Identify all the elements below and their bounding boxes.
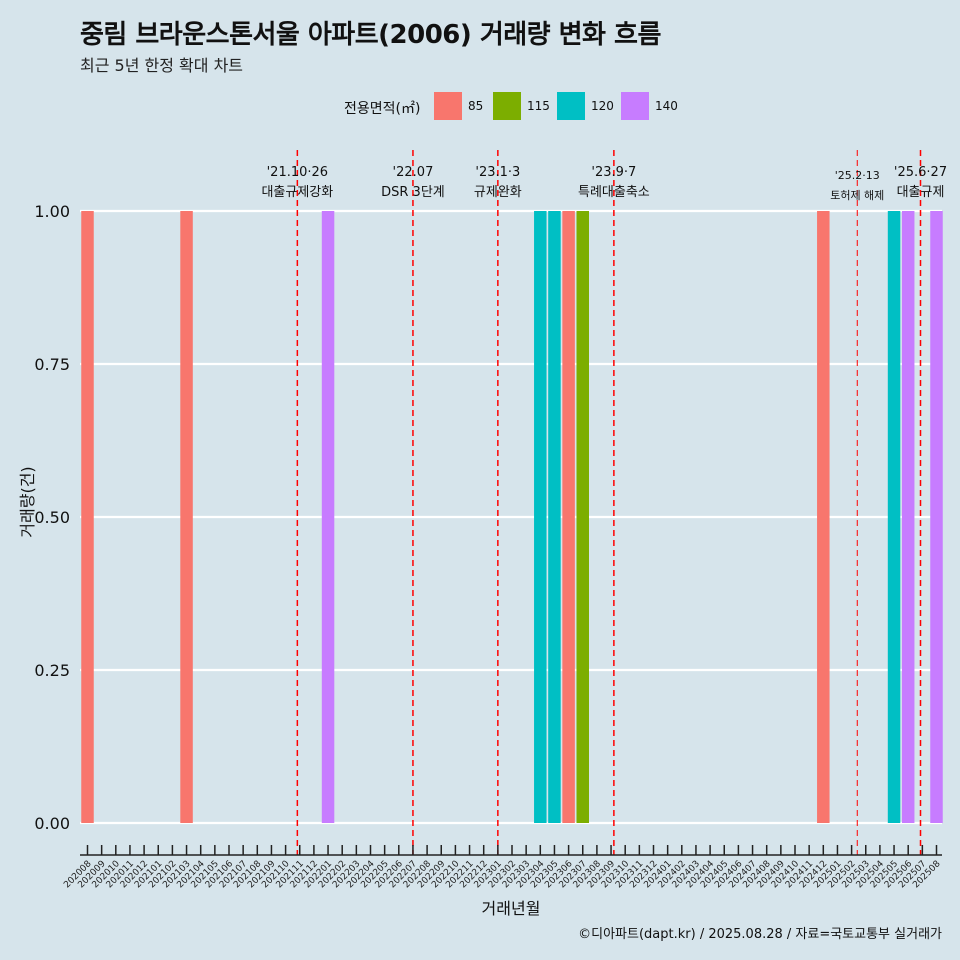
event-name-label: 특례대출축소 bbox=[578, 185, 650, 200]
legend: 전용면적(㎡) 85 115 120 140 bbox=[0, 92, 960, 122]
event-name-label: 규제완화 bbox=[474, 185, 522, 200]
event-date-label: '21.10·26 bbox=[267, 165, 328, 180]
legend-title: 전용면적(㎡) bbox=[344, 101, 421, 117]
y-tick-label: 0.50 bbox=[34, 508, 70, 527]
event-date-label: '25.2·13 bbox=[835, 169, 880, 182]
bar-115-202307 bbox=[576, 211, 589, 823]
bar-85-202306 bbox=[562, 211, 575, 823]
event-name-label: 대출규제 bbox=[897, 185, 945, 200]
event-date-label: '22.07 bbox=[393, 165, 434, 180]
legend-swatch-140 bbox=[621, 92, 649, 120]
y-tick-label: 1.00 bbox=[34, 202, 70, 221]
event-date-label: '23.1·3 bbox=[475, 165, 520, 180]
event-name-label: 대출규제강화 bbox=[261, 185, 333, 200]
chart-subtitle: 최근 5년 한정 확대 차트 bbox=[80, 56, 244, 75]
bar-140-202506 bbox=[901, 211, 915, 823]
bar-85-202412 bbox=[817, 211, 830, 823]
event-date-label: '25.6·27 bbox=[894, 165, 947, 180]
event-name-label: 토허제 해제 bbox=[830, 188, 884, 202]
chart-title: 중림 브라운스톤서울 아파트(2006) 거래량 변화 흐름 bbox=[80, 20, 661, 50]
legend-swatch-85 bbox=[434, 92, 462, 120]
y-tick-label: 0.25 bbox=[34, 661, 70, 680]
bar-120-202305 bbox=[548, 211, 561, 823]
bar-140-202508 bbox=[930, 211, 943, 823]
legend-label-140: 140 bbox=[655, 99, 678, 113]
bar-85-202008 bbox=[81, 211, 94, 823]
event-date-label: '23.9·7 bbox=[591, 165, 636, 180]
event-name-label: DSR 3단계 bbox=[381, 185, 445, 200]
legend-swatch-115 bbox=[493, 92, 521, 120]
y-tick-label: 0.75 bbox=[34, 355, 70, 374]
bar-140-202201 bbox=[321, 211, 335, 823]
bar-120-202505 bbox=[887, 211, 901, 823]
y-axis-title: 거래량(건) bbox=[18, 466, 37, 537]
legend-label-115: 115 bbox=[527, 99, 550, 113]
legend-label-85: 85 bbox=[468, 99, 484, 113]
source-caption: ©디아파트(dapt.kr) / 2025.08.28 / 자료=국토교통부 실… bbox=[578, 927, 942, 942]
legend-label-120: 120 bbox=[591, 99, 614, 113]
x-axis-title: 거래년월 bbox=[482, 899, 541, 918]
bar-120-202304 bbox=[534, 211, 547, 823]
y-tick-label: 0.00 bbox=[34, 814, 70, 833]
bar-85-202103 bbox=[180, 211, 193, 823]
legend-swatch-120 bbox=[557, 92, 585, 120]
